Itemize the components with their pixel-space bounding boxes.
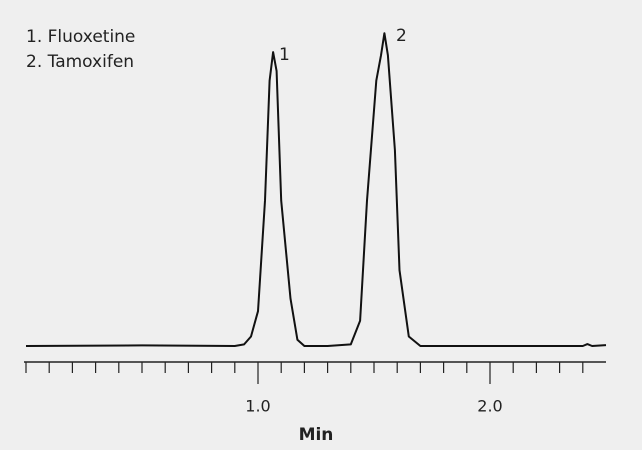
x-tick-label: 2.0 (477, 397, 502, 416)
x-axis-label: Min (299, 425, 334, 445)
peak-label: 2 (396, 26, 407, 46)
peak-label: 1 (279, 45, 290, 65)
legend-item: 2. Tamoxifen (26, 52, 134, 72)
legend-item: 1. Fluoxetine (26, 27, 135, 47)
chromatogram-line (25, 32, 607, 347)
x-tick-label: 1.0 (245, 397, 270, 416)
